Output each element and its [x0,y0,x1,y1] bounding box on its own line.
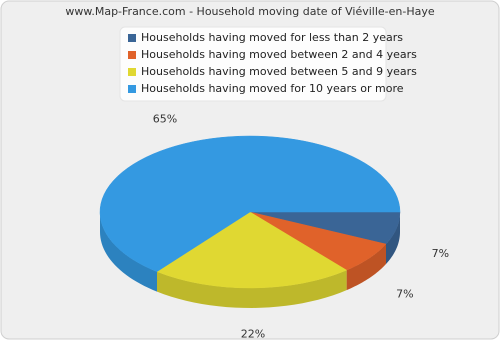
chart-title: www.Map-France.com - Household moving da… [65,5,435,18]
legend [119,26,387,102]
legend-swatch [128,34,136,42]
data-label: 7% [396,287,413,300]
slice [156,211,348,289]
data-label: 7% [432,247,449,260]
data-label: 22% [241,328,265,340]
legend-label: Households having moved between 2 and 4 … [141,48,417,61]
legend-swatch [128,51,136,59]
slice [99,135,401,272]
legend-swatch [128,85,136,93]
data-label: 65% [153,113,177,126]
slice-side [156,270,347,308]
legend-label: Households having moved for 10 years or … [141,82,404,95]
legend-label: Households having moved for less than 2 … [141,31,403,44]
legend-label: Households having moved between 5 and 9 … [141,65,417,78]
slice-side [386,212,400,265]
slice-side [100,212,157,292]
slice-side [346,244,387,291]
legend-swatch [128,68,136,76]
